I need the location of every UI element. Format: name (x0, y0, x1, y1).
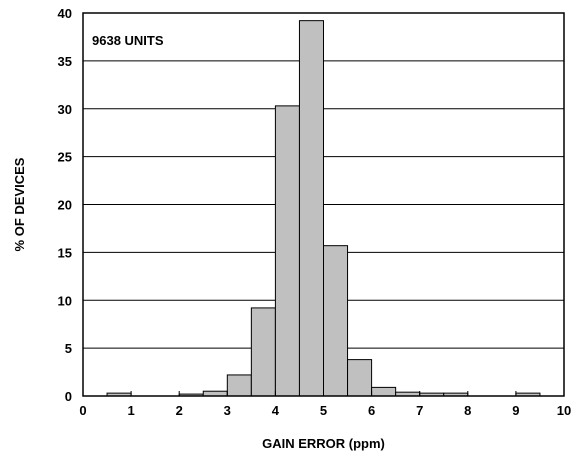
x-axis-title: GAIN ERROR (ppm) (262, 436, 385, 451)
y-tick-label: 0 (65, 389, 72, 404)
y-tick-label: 35 (58, 54, 72, 69)
x-tick-label: 2 (176, 403, 183, 418)
histogram-bars (106, 20, 541, 397)
x-tick-label: 3 (224, 403, 231, 418)
y-axis-title: % OF DEVICES (12, 157, 27, 251)
x-tick-label: 9 (512, 403, 519, 418)
histogram-bar (323, 245, 349, 397)
y-tick-label: 20 (58, 198, 72, 213)
y-tick-label: 10 (58, 293, 72, 308)
units-annotation: 9638 UNITS (92, 33, 164, 48)
x-tick-label: 10 (557, 403, 571, 418)
histogram-bar (226, 374, 252, 397)
x-tick-label: 0 (79, 403, 86, 418)
histogram-bar (371, 386, 397, 397)
x-tick-label: 4 (272, 403, 280, 418)
x-tick-label: 5 (320, 403, 327, 418)
y-tick-label: 15 (58, 245, 72, 260)
y-tick-label: 5 (65, 341, 72, 356)
histogram-bar (250, 307, 276, 397)
x-tick-label: 1 (127, 403, 134, 418)
x-tick-label: 8 (464, 403, 471, 418)
y-axis-ticks: 0 5 10 15 20 25 30 35 40 (58, 6, 72, 404)
y-tick-label: 25 (58, 150, 72, 165)
histogram-bar (274, 105, 300, 397)
x-tick-label: 6 (368, 403, 375, 418)
histogram-bar (347, 359, 373, 397)
y-tick-label: 30 (58, 102, 72, 117)
histogram-bar (298, 20, 325, 397)
x-axis-ticks: 0 1 2 3 4 5 6 7 8 9 10 (79, 391, 571, 418)
x-tick-label: 7 (416, 403, 423, 418)
y-tick-label: 40 (58, 6, 72, 21)
